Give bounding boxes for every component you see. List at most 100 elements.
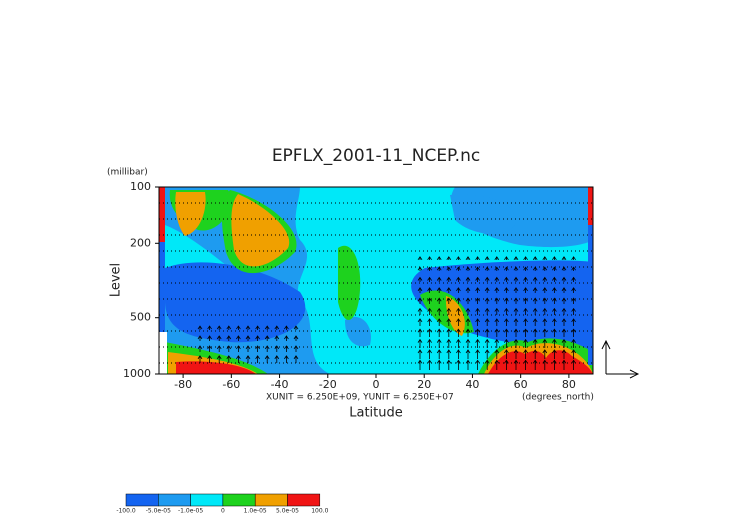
chart-title: EPFLX_2001-11_NCEP.nc: [272, 146, 480, 166]
y-tick-label: 200: [130, 236, 151, 249]
vector-arrow: [274, 345, 280, 352]
vector-arrow: [255, 345, 260, 352]
vector-arrow: [552, 318, 557, 326]
vector-arrow: [456, 318, 461, 326]
vector-arrow: [484, 318, 490, 326]
colorbar-label: -1.0e-05: [178, 508, 203, 515]
vector-arrow: [552, 297, 557, 304]
vector-arrow: [436, 338, 442, 348]
contour-region: [338, 245, 361, 320]
vector-arrow: [264, 345, 270, 352]
colorbar-swatch: [190, 493, 224, 507]
vector-arrow: [284, 325, 289, 330]
vector-arrow: [571, 318, 576, 326]
colorbar-swatch: [287, 493, 321, 507]
vector-arrow: [571, 307, 576, 315]
vector-arrow: [494, 359, 500, 370]
vector-arrow: [245, 355, 251, 363]
vector-arrow: [484, 287, 490, 293]
y-tick-label: 1000: [123, 367, 151, 380]
vector-arrow: [475, 276, 480, 282]
vector-arrow: [465, 297, 471, 304]
vector-arrow: [542, 349, 548, 359]
vector-arrow: [532, 318, 538, 326]
x-tick-label: 20: [417, 378, 431, 391]
vector-arrow: [465, 287, 471, 293]
vector-arrow: [504, 338, 509, 348]
vector-arrow: [207, 355, 212, 363]
vector-arrow: [484, 338, 490, 348]
colorbar-swatch: [158, 493, 191, 507]
vector-arrow: [446, 338, 452, 348]
vector-arrow: [561, 276, 567, 282]
vector-arrow: [427, 318, 432, 326]
x-tick-label: -40: [271, 378, 289, 391]
vector-arrow: [532, 349, 538, 359]
vector-arrow: [465, 349, 471, 359]
vector-arrow: [417, 266, 423, 271]
vector-arrow: [207, 345, 212, 352]
vector-arrow: [532, 307, 538, 315]
vector-arrow: [236, 355, 241, 363]
x-tick-label: -80: [174, 378, 192, 391]
vector-arrow: [542, 338, 548, 348]
vector-arrow: [284, 345, 289, 352]
vector-arrow: [561, 338, 567, 348]
vector-arrow: [197, 325, 203, 330]
vector-arrow: [561, 318, 567, 326]
vector-arrow: [475, 256, 480, 261]
vector-arrow: [513, 349, 519, 359]
vector-arrow: [216, 325, 222, 330]
vector-arrow: [523, 297, 528, 304]
vector-arrow: [561, 359, 567, 370]
vector-arrow: [552, 349, 557, 359]
vector-key: [601, 339, 640, 379]
contour-region: [345, 316, 371, 347]
vector-arrow: [456, 266, 461, 271]
vector-arrow: [236, 335, 241, 341]
vector-arrow: [523, 328, 528, 337]
vector-arrow: [293, 335, 299, 341]
vector-arrow: [427, 349, 432, 359]
contour-region: [450, 194, 516, 235]
vector-arrow: [197, 355, 203, 363]
vector-arrow: [523, 318, 528, 326]
vector-arrow: [417, 338, 423, 348]
vector-arrow: [456, 328, 461, 337]
vector-arrow: [236, 325, 241, 330]
vector-key-arrow: [606, 369, 640, 379]
y-axis-label: Level: [109, 263, 124, 297]
colorbar-swatch: [254, 493, 288, 507]
vector-arrow: [274, 355, 280, 363]
vector-arrow: [532, 287, 538, 293]
vector-arrow: [293, 325, 299, 330]
vector-arrow: [504, 266, 509, 271]
vector-arrow: [417, 349, 423, 359]
vector-arrow: [436, 276, 442, 282]
vector-arrow: [465, 359, 471, 370]
vector-arrow: [552, 266, 557, 271]
vector-arrow: [552, 338, 557, 348]
vector-arrow: [542, 266, 548, 271]
vector-arrow: [494, 266, 500, 271]
vector-arrow: [456, 359, 461, 370]
vector-arrow: [504, 318, 509, 326]
contour-region: [175, 192, 206, 236]
vector-arrow: [523, 307, 528, 315]
vector-arrow: [284, 335, 289, 341]
vector-arrow: [571, 287, 576, 293]
vector-arrow: [484, 328, 490, 337]
vector-arrow: [436, 318, 442, 326]
vector-arrow: [475, 359, 480, 370]
vector-arrow: [264, 355, 270, 363]
vector-arrow: [216, 335, 222, 341]
vector-arrow: [446, 359, 452, 370]
vector-arrow: [245, 345, 251, 352]
vector-field: [159, 202, 593, 370]
vector-arrow: [207, 335, 212, 341]
vector-arrow: [417, 297, 423, 304]
x-units: (degrees_north): [522, 393, 594, 403]
contour-region: [588, 225, 593, 365]
vector-arrow: [465, 276, 471, 282]
vector-arrow: [475, 349, 480, 359]
